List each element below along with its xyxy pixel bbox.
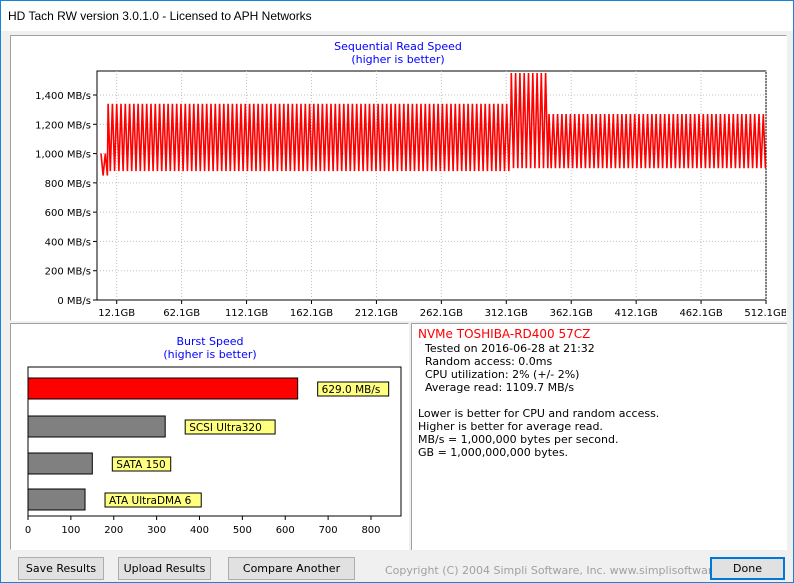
seq-x-tick-label: 262.1GB [420,308,463,319]
sequential-read-panel: Sequential Read Speed (higher is better)… [10,35,787,321]
copyright-text: Copyright (C) 2004 Simpli Software, Inc.… [385,564,746,577]
burst-x-tick-label: 800 [361,525,380,536]
tested-on: Tested on 2016-06-28 at 21:32 [425,342,595,355]
burst-x-tick-label: 600 [276,525,295,536]
burst-bar-label: SATA 150 [116,459,165,471]
burst-x-tick-label: 0 [25,525,31,536]
seq-chart-subtitle: (higher is better) [351,53,444,66]
burst-bar-label: SCSI Ultra320 [189,422,262,434]
random-access: Random access: 0.0ms [425,355,553,368]
seq-read-line [100,72,767,176]
average-read: Average read: 1109.7 MB/s [425,381,575,394]
note-lower-better: Lower is better for CPU and random acces… [418,407,660,420]
burst-speed-chart: Burst Speed (higher is better) 0 100 200 30… [25,335,402,536]
note-gb-definition: GB = 1,000,000,000 bytes. [418,446,569,459]
drive-info-panel: NVMe TOSHIBA-RD400 57CZ Tested on 2016-0… [411,323,787,550]
burst-x-tick-label: 200 [104,525,123,536]
burst-bar-label-box [111,456,172,472]
done-button[interactable]: Done [710,557,785,580]
burst-speed-panel: Burst Speed (higher is better) 0 100 200 30… [10,323,409,550]
burst-bar [27,415,166,438]
seq-x-tick-label: 12.1GB [98,308,135,319]
save-results-button[interactable]: Save Results [18,557,104,580]
seq-y-tick-label: 200 MB/s [45,267,91,278]
burst-x-tick-label: 400 [190,525,209,536]
window-title: HD Tach RW version 3.0.1.0 - Licensed to… [1,1,793,31]
seq-x-tick-label: 312.1GB [485,308,528,319]
seq-x-tick-label: 512.1GB [744,308,786,319]
drive-name: NVMe TOSHIBA-RD400 57CZ [418,327,591,341]
seq-y-tick-label: 1,200 MB/s [35,120,91,131]
seq-x-tick-label: 362.1GB [550,308,593,319]
burst-plot-border [27,366,402,517]
seq-x-tick-label: 162.1GB [290,308,333,319]
sequential-read-chart: Sequential Read Speed (higher is better)… [35,40,786,319]
seq-y-tick-label: 1,400 MB/s [35,91,91,102]
seq-chart-title: Sequential Read Speed [334,40,462,53]
upload-results-button[interactable]: Upload Results [118,557,211,580]
burst-bar [27,452,93,475]
seq-y-tick-label: 0 MB/s [57,296,91,307]
seq-y-tick-label: 800 MB/s [45,179,91,190]
seq-y-tick-label: 1,000 MB/s [35,150,91,161]
seq-x-tick-label: 62.1GB [163,308,200,319]
seq-y-tick-label: 600 MB/s [45,208,91,219]
burst-bar-label-box [184,419,276,435]
seq-x-tick-label: 112.1GB [225,308,268,319]
burst-x-tick-label: 300 [147,525,166,536]
burst-bar [27,488,86,511]
burst-bar-label-box [104,492,202,508]
burst-bar-label: ATA UltraDMA 6 [109,495,192,507]
burst-bar-label-box [317,381,390,397]
burst-bar [27,377,299,400]
seq-x-tick-label: 212.1GB [355,308,398,319]
compare-another-drive-button[interactable]: Compare Another Drive [228,557,355,580]
note-mbs-definition: MB/s = 1,000,000 bytes per second. [418,433,619,446]
burst-x-tick-label: 100 [61,525,80,536]
note-higher-better: Higher is better for average read. [418,420,603,433]
burst-bar-label: 629.0 MB/s [322,384,381,396]
seq-x-tick-label: 462.1GB [679,308,722,319]
seq-x-tick-label: 412.1GB [615,308,658,319]
burst-chart-title: Burst Speed [176,335,243,348]
burst-chart-subtitle: (higher is better) [163,348,256,361]
cpu-utilization: CPU utilization: 2% (+/- 2%) [425,368,580,381]
burst-x-tick-label: 500 [233,525,252,536]
burst-x-tick-label: 700 [319,525,338,536]
seq-y-tick-label: 400 MB/s [45,237,91,248]
